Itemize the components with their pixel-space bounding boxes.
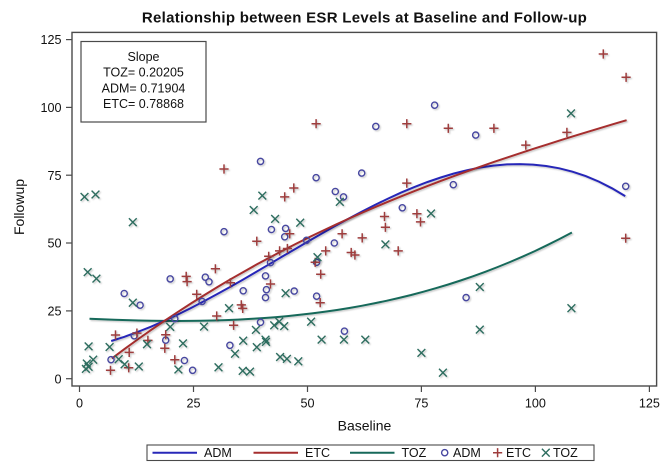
svg-text:0: 0 — [54, 372, 61, 386]
svg-text:TOZ: TOZ — [402, 446, 427, 460]
svg-text:50: 50 — [300, 397, 314, 411]
svg-text:75: 75 — [47, 169, 61, 183]
svg-text:TOZ= 0.20205: TOZ= 0.20205 — [103, 66, 184, 80]
svg-text:0: 0 — [76, 397, 83, 411]
svg-text:ADM= 0.71904: ADM= 0.71904 — [102, 81, 186, 95]
svg-text:25: 25 — [186, 397, 200, 411]
svg-text:ETC= 0.78868: ETC= 0.78868 — [103, 97, 184, 111]
svg-text:125: 125 — [40, 33, 61, 47]
svg-text:Slope: Slope — [128, 50, 160, 64]
svg-text:Followup: Followup — [11, 179, 27, 235]
svg-text:ADM: ADM — [204, 446, 232, 460]
svg-text:ETC: ETC — [506, 446, 531, 460]
svg-text:Baseline: Baseline — [338, 417, 392, 433]
svg-text:ADM: ADM — [453, 446, 481, 460]
svg-text:75: 75 — [414, 397, 428, 411]
svg-text:Relationship between ESR Level: Relationship between ESR Levels at Basel… — [142, 9, 587, 26]
svg-text:125: 125 — [639, 397, 660, 411]
svg-text:50: 50 — [47, 237, 61, 251]
svg-text:TOZ: TOZ — [553, 446, 578, 460]
svg-text:100: 100 — [525, 397, 546, 411]
svg-text:25: 25 — [47, 305, 61, 319]
svg-text:100: 100 — [40, 101, 61, 115]
svg-text:ETC: ETC — [305, 446, 330, 460]
